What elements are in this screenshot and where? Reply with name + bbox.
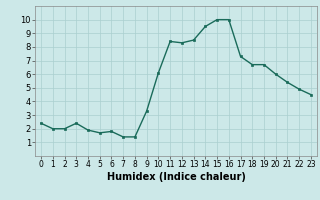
X-axis label: Humidex (Indice chaleur): Humidex (Indice chaleur) bbox=[107, 172, 245, 182]
